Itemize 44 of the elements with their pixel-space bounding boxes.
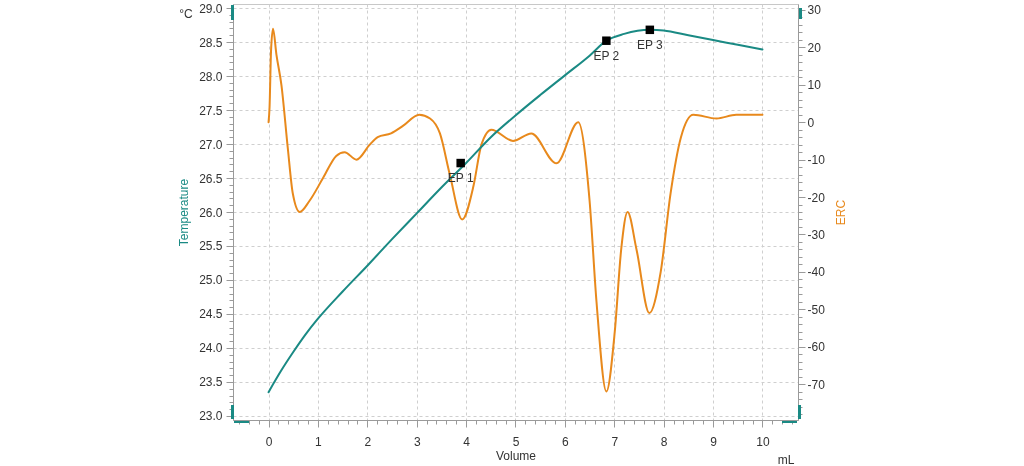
- y2-tick-label: -50: [807, 302, 826, 317]
- y-axis-title: Temperature: [176, 178, 191, 247]
- x-tick-label: 5: [512, 434, 520, 449]
- x-tick-label: 10: [756, 434, 770, 449]
- point: [602, 36, 611, 45]
- y-tick-label: 25.5: [199, 239, 223, 254]
- x-axis-title: Volume: [495, 448, 537, 463]
- y2-tick-label: 0: [807, 115, 815, 130]
- y2-axis-title: ERC: [833, 199, 848, 226]
- y2-tick-label: -10: [807, 153, 826, 168]
- x-tick-label: 6: [562, 434, 570, 449]
- x-tick-label: 9: [710, 434, 718, 449]
- y-tick-label: 24.5: [199, 307, 223, 322]
- y-tick-label: 23.5: [199, 375, 223, 390]
- y-tick-label: 29.0: [199, 1, 223, 16]
- x-tick-label: 4: [463, 434, 471, 449]
- y2-tick-label: -30: [807, 227, 826, 242]
- y2-tick-label: -40: [807, 265, 826, 280]
- y-tick-label: 24.0: [199, 341, 223, 356]
- text: mL: [777, 453, 795, 466]
- y-tick-label: 25.0: [199, 273, 223, 288]
- y2-tick-label: 30: [807, 3, 822, 18]
- x-tick-label: 3: [413, 434, 421, 449]
- x-tick-label: 0: [265, 434, 273, 449]
- y2-tick-label: -60: [807, 340, 826, 355]
- y2-tick-label: -20: [807, 190, 826, 205]
- x-tick-label: 7: [611, 434, 619, 449]
- y2-tick-label: 20: [807, 40, 822, 55]
- y-tick-label: 26.0: [199, 205, 223, 220]
- y-tick-label: 28.0: [199, 69, 223, 84]
- y-tick-label: 27.0: [199, 137, 223, 152]
- y2-tick-label: -70: [807, 377, 826, 392]
- x-tick-label: 2: [364, 434, 372, 449]
- y2-tick-label: 10: [807, 78, 822, 93]
- x-tick-label: 1: [315, 434, 323, 449]
- y-tick-label: 27.5: [199, 103, 223, 118]
- text: °C: [179, 7, 194, 21]
- y-tick-label: 26.5: [199, 171, 223, 186]
- data-label: EP 2: [593, 48, 620, 63]
- y-tick-label: 23.0: [199, 409, 223, 424]
- x-tick-label: 8: [660, 434, 668, 449]
- data-label: EP 3: [636, 37, 664, 52]
- y-tick-label: 28.5: [199, 35, 223, 50]
- point: [456, 158, 465, 168]
